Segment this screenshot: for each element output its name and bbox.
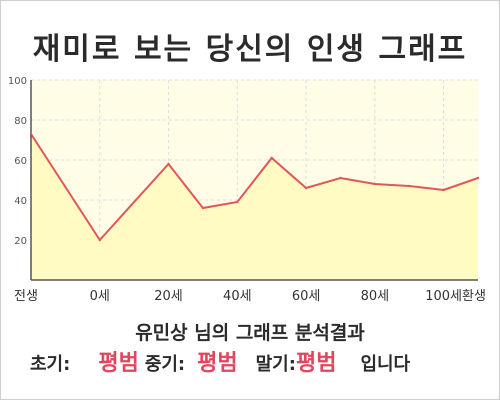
data-point [236, 200, 239, 204]
y-tick-label: 80 [14, 116, 27, 127]
mid-value: 평범 [197, 351, 238, 376]
data-point [29, 132, 33, 136]
data-point [476, 176, 480, 180]
x-tick-label: 전생 [14, 289, 38, 304]
analysis-summary: 유민상 님의 그래프 분석결과 [135, 322, 365, 344]
late-value: 평범 [295, 351, 337, 376]
y-tick-label: 60 [14, 156, 27, 167]
data-point [408, 184, 411, 188]
late-label: 말기: [255, 354, 296, 375]
x-tick-label: 60세 [292, 289, 321, 304]
result-suffix: 입니다 [360, 354, 411, 375]
axes [30, 80, 478, 281]
x-tick-label: 40세 [223, 289, 252, 304]
y-tick-label: 40 [14, 196, 27, 207]
y-tick-labels: 20 40 60 80 100 [8, 76, 27, 247]
analysis-result: 초기: 평범 중기: 평범 말기: 평범 입니다 [0, 345, 500, 377]
y-tick-label: 20 [14, 236, 27, 247]
x-tick-label: 20세 [154, 289, 183, 304]
x-tick-label: 환생 [462, 289, 486, 304]
data-point [167, 162, 170, 166]
data-point [304, 186, 308, 190]
y-tick-label: 100 [8, 76, 27, 87]
data-point [373, 182, 377, 186]
data-point [98, 238, 101, 242]
data-point [339, 176, 342, 180]
x-tick-label: 100세 [425, 289, 462, 304]
data-point [442, 188, 445, 192]
data-point [270, 156, 273, 160]
mid-label: 중기: [144, 354, 186, 375]
data-points [29, 132, 480, 242]
early-value: 평범 [98, 351, 139, 376]
x-tick-label: 0세 [90, 289, 110, 304]
x-tick-labels: 전생 0세 20세 40세 60세 80세 100세 환생 [14, 289, 486, 304]
life-area-fill [31, 134, 478, 280]
page-title: 재미로 보는 당신의 인생 그래프 [32, 32, 468, 67]
x-tick-label: 80세 [361, 289, 390, 304]
life-line [30, 133, 479, 242]
early-label: 초기: [30, 354, 71, 375]
data-point [201, 206, 205, 210]
